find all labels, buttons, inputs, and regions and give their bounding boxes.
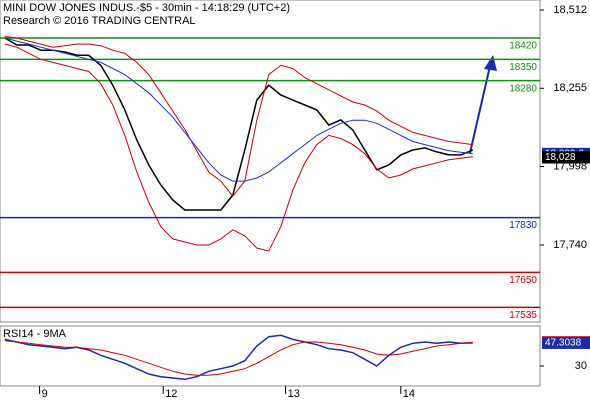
last-value-label: 47.3038 xyxy=(545,338,582,349)
last-value-box xyxy=(542,151,590,164)
chart-title: MINI DOW JONES INDUS.-$5 - 30min - 14:18… xyxy=(3,2,290,14)
last-value-label: 18,028 xyxy=(545,152,576,163)
series-line xyxy=(4,37,474,211)
x-tick-label: 12 xyxy=(165,388,177,400)
rsi-title: RSI14 - 9MA xyxy=(3,328,67,340)
level-label: 18350 xyxy=(509,62,537,73)
chart-subtitle: Research © 2016 TRADING CENTRAL xyxy=(3,15,196,27)
y-tick-label: 17,740 xyxy=(553,239,587,251)
series-line xyxy=(4,340,473,376)
series-line xyxy=(4,334,473,381)
level-label: 18420 xyxy=(509,41,537,52)
level-label: 17830 xyxy=(509,220,537,231)
x-tick-label: 9 xyxy=(42,388,48,400)
y-tick-label: 18,255 xyxy=(553,82,587,94)
level-label: 17650 xyxy=(509,275,537,286)
level-label: 17535 xyxy=(509,310,537,321)
x-tick-label: 14 xyxy=(403,388,415,400)
last-value-box xyxy=(542,336,590,349)
level-label: 18280 xyxy=(509,83,537,94)
x-tick-label: 13 xyxy=(288,388,300,400)
series-line xyxy=(4,37,473,182)
price-panel xyxy=(0,0,541,323)
y-tick-label: 30 xyxy=(575,360,587,372)
series-line xyxy=(4,36,473,198)
series-line xyxy=(4,43,473,252)
y-tick-label: 18,512 xyxy=(553,4,587,16)
